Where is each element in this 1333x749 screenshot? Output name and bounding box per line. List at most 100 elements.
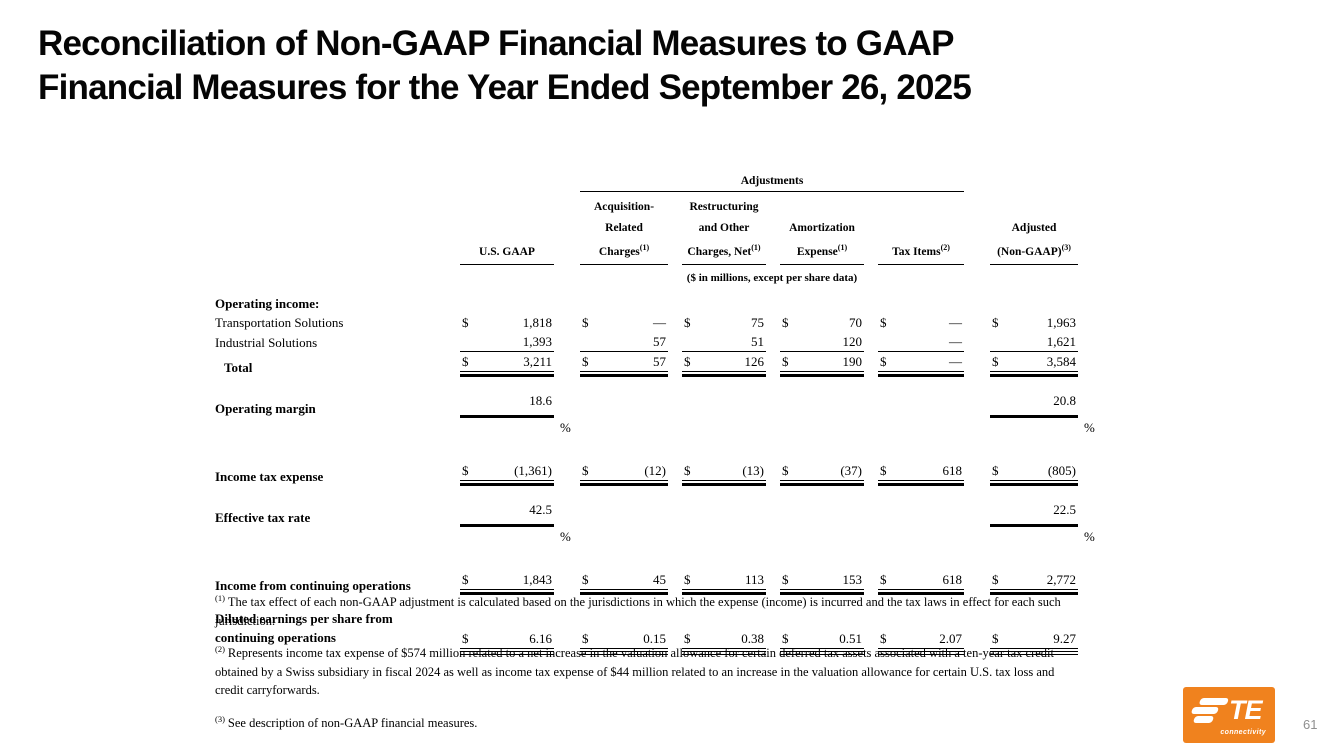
table-row: Income tax expense $ (1,361) $ (12) $ (13) $ (37…: [215, 461, 1102, 487]
value-cell: $1,818: [460, 313, 554, 332]
value: 113: [744, 572, 764, 588]
dollar-sign: $: [782, 631, 789, 647]
percent-sign: %: [560, 420, 571, 436]
dollar-sign: $: [992, 631, 999, 647]
value: 70: [849, 315, 862, 331]
value-cell: $57: [580, 352, 668, 378]
column-header: U.S. GAAP: [460, 242, 554, 266]
slide-title-line1: Reconciliation of Non-GAAP Financial Mea…: [38, 24, 955, 63]
footnote-3-marker: (3): [215, 713, 225, 724]
row-label: Income tax expense: [215, 469, 324, 485]
row-label: Income from continuing operations: [215, 578, 411, 594]
column-header: Adjusted (Non-GAAP)(3): [990, 218, 1078, 266]
footnote-1-text: The tax effect of each non-GAAP adjustme…: [215, 595, 1061, 628]
dollar-sign: $: [992, 354, 999, 370]
value-cell: $ (12): [580, 461, 668, 487]
value: 2,772: [1046, 572, 1076, 588]
footnote-3: (3) See description of non-GAAP financial…: [215, 710, 1071, 733]
value: 22.5: [1053, 502, 1076, 518]
te-logo-subtext: connectivity: [1220, 729, 1266, 736]
value: 51: [751, 334, 764, 350]
value: (1,361): [514, 463, 552, 479]
value-cell: 51: [682, 332, 766, 353]
units-note: ($ in millions, except per share data): [686, 272, 858, 285]
value-cell: $3,211: [460, 352, 554, 378]
footnote-3-text: See description of non-GAAP financial me…: [227, 715, 478, 730]
value: 20.8: [1053, 393, 1076, 409]
dollar-sign: $: [782, 315, 789, 331]
value-cell: 120: [780, 332, 864, 353]
table-row: U.S. GAAP Acquisition- Related Charges(1) Re…: [215, 197, 1102, 266]
value: 75: [751, 315, 764, 331]
value-cell: 20.8: [990, 391, 1078, 419]
dollar-sign: $: [684, 463, 691, 479]
value-cell: $3,584: [990, 352, 1078, 378]
value: 9.27: [1053, 631, 1076, 647]
value: 0.15: [643, 631, 666, 647]
value: 618: [942, 572, 963, 588]
value-cell: $618: [878, 570, 964, 596]
footnote-1-marker: (1): [215, 593, 225, 603]
value-cell: 1,393: [460, 332, 554, 353]
table-row: ($ in millions, except per share data): [215, 265, 1102, 285]
row-label: Operating income:: [215, 296, 320, 312]
value: —: [653, 315, 666, 331]
te-logo-bars-icon: [1188, 698, 1229, 723]
value-cell: $ (37): [780, 461, 864, 487]
column-header: Acquisition- Related Charges(1): [580, 197, 668, 266]
value: 1,843: [522, 572, 552, 588]
value-cell: 57: [580, 332, 668, 353]
value-cell: $75: [682, 313, 766, 332]
value: (805): [1047, 463, 1076, 479]
table-row: Industrial Solutions 1,393 57 51 120 — 1,621: [215, 332, 1102, 353]
dollar-sign: $: [684, 315, 691, 331]
dollar-sign: $: [462, 463, 469, 479]
dollar-sign: $: [992, 463, 999, 479]
column-header: Amortization Expense(1): [780, 218, 864, 266]
te-logo-inner: TE connectivity: [1183, 687, 1275, 743]
dollar-sign: $: [684, 631, 691, 647]
value: —: [949, 354, 962, 370]
financial-table: Adjustments U.S. GAAP Acquisition- Related C…: [215, 174, 1102, 656]
value-cell: 22.5: [990, 500, 1078, 528]
footnote-2-marker: (2): [215, 644, 225, 655]
dollar-sign: $: [880, 354, 887, 370]
value-cell: $45: [580, 570, 668, 596]
value: 0.38: [741, 631, 764, 647]
value: 18.6: [529, 393, 552, 409]
dollar-sign: $: [462, 354, 469, 370]
dollar-sign: $: [582, 572, 589, 588]
column-header: Tax Items(2): [878, 238, 964, 266]
value: 1,393: [522, 334, 552, 350]
value-cell: $1,843: [460, 570, 554, 596]
value: 126: [744, 354, 765, 370]
value-cell: $126: [682, 352, 766, 378]
te-logo-text: TE: [1229, 695, 1263, 725]
slide-title: Reconciliation of Non-GAAP Financial Mea…: [38, 22, 972, 110]
dollar-sign: $: [880, 631, 887, 647]
row-label: Total: [224, 360, 253, 376]
value: (12): [644, 463, 666, 479]
value: (13): [742, 463, 764, 479]
value-cell: 42.5: [460, 500, 554, 528]
value: 120: [842, 334, 863, 350]
dollar-sign: $: [880, 572, 887, 588]
dollar-sign: $: [992, 315, 999, 331]
table-row: Transportation Solutions $1,818 $ — $75 $70 $ —…: [215, 313, 1102, 332]
dollar-sign: $: [992, 572, 999, 588]
dollar-sign: $: [582, 631, 589, 647]
te-logo-mark: TE: [1190, 695, 1263, 725]
adjustments-spanner: Adjustments: [580, 174, 964, 192]
value: —: [949, 315, 962, 331]
value: 1,621: [1046, 334, 1076, 350]
value: 153: [842, 572, 863, 588]
footnotes: (1) The tax effect of each non-GAAP adjus…: [215, 589, 1071, 742]
dollar-sign: $: [782, 572, 789, 588]
value-cell: $153: [780, 570, 864, 596]
value-cell: $ (805): [990, 461, 1078, 487]
table-row: Operating income:: [215, 294, 1102, 313]
value-cell: $2.07: [878, 629, 964, 656]
value: 57: [653, 354, 666, 370]
value-cell: $70: [780, 313, 864, 332]
value-cell: $113: [682, 570, 766, 596]
